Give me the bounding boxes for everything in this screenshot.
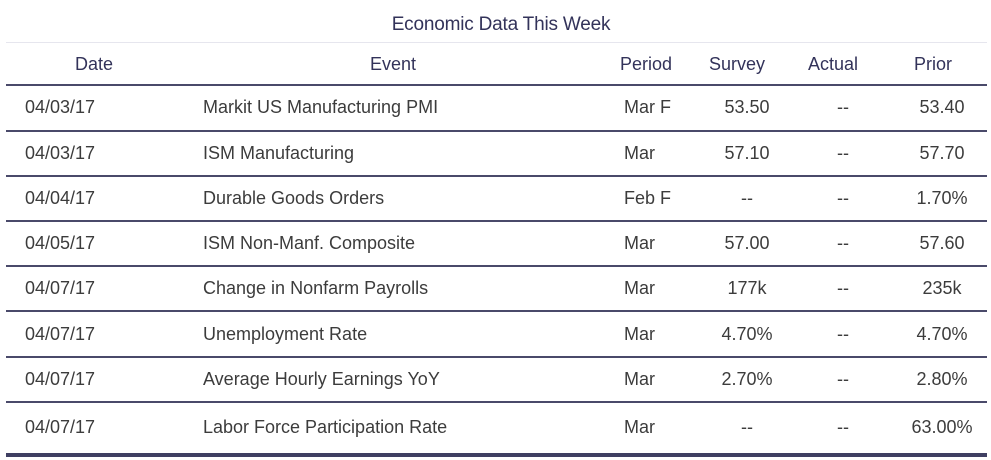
row-divider xyxy=(6,265,987,267)
cell-actual: -- xyxy=(837,369,849,389)
cell-period: Mar xyxy=(624,369,655,389)
cell-prior: 1.70% xyxy=(916,188,968,208)
header-period: Period xyxy=(619,54,673,74)
row-divider xyxy=(6,130,987,132)
title-divider xyxy=(6,42,987,43)
cell-actual: -- xyxy=(837,188,849,208)
table-header-row: Date Event Period Survey Actual Prior xyxy=(6,54,987,84)
cell-prior: 235k xyxy=(922,278,962,298)
header-divider xyxy=(6,84,987,86)
cell-survey: 57.00 xyxy=(724,233,770,253)
cell-event: ISM Manufacturing xyxy=(203,143,355,163)
cell-survey: 57.10 xyxy=(724,143,770,163)
row-divider xyxy=(6,401,987,403)
cell-period: Mar xyxy=(624,417,655,437)
cell-date: 04/03/17 xyxy=(25,97,96,117)
cell-period: Feb F xyxy=(624,188,672,208)
table-bottom-rule xyxy=(6,453,987,457)
cell-date: 04/05/17 xyxy=(25,233,96,253)
cell-actual: -- xyxy=(837,324,849,344)
cell-survey: 2.70% xyxy=(721,369,773,389)
cell-period: Mar xyxy=(624,324,655,344)
cell-actual: -- xyxy=(837,278,849,298)
cell-period: Mar F xyxy=(624,97,671,117)
cell-date: 04/03/17 xyxy=(25,143,96,163)
cell-event: Labor Force Participation Rate xyxy=(203,417,448,437)
cell-event: Change in Nonfarm Payrolls xyxy=(203,278,429,298)
cell-actual: -- xyxy=(837,143,849,163)
row-divider xyxy=(6,220,987,222)
cell-prior: 4.70% xyxy=(916,324,968,344)
table-title: Economic Data This Week xyxy=(391,14,611,35)
cell-event: Unemployment Rate xyxy=(203,324,368,344)
cell-actual: -- xyxy=(837,233,849,253)
cell-survey: 4.70% xyxy=(721,324,773,344)
header-survey: Survey xyxy=(708,54,766,74)
cell-survey: -- xyxy=(741,417,753,437)
economic-data-table: Economic Data This Week Date Event Perio… xyxy=(6,0,987,460)
cell-period: Mar xyxy=(624,233,655,253)
cell-prior: 63.00% xyxy=(911,417,973,437)
cell-prior: 53.40 xyxy=(919,97,965,117)
cell-date: 04/04/17 xyxy=(25,188,96,208)
header-date: Date xyxy=(74,54,114,74)
cell-date: 04/07/17 xyxy=(25,278,96,298)
cell-survey: 53.50 xyxy=(724,97,770,117)
row-divider xyxy=(6,356,987,358)
cell-prior: 57.70 xyxy=(919,143,965,163)
cell-prior: 57.60 xyxy=(919,233,965,253)
header-event: Event xyxy=(369,54,417,74)
cell-event: Average Hourly Earnings YoY xyxy=(203,369,440,389)
cell-prior: 2.80% xyxy=(916,369,968,389)
header-actual: Actual xyxy=(807,54,859,74)
cell-event: Durable Goods Orders xyxy=(203,188,385,208)
header-prior: Prior xyxy=(913,54,953,74)
cell-event: Markit US Manufacturing PMI xyxy=(203,97,439,117)
row-divider xyxy=(6,310,987,312)
cell-date: 04/07/17 xyxy=(25,369,96,389)
row-divider xyxy=(6,175,987,177)
cell-event: ISM Non-Manf. Composite xyxy=(203,233,416,253)
cell-period: Mar xyxy=(624,278,655,298)
cell-actual: -- xyxy=(837,417,849,437)
cell-actual: -- xyxy=(837,97,849,117)
cell-date: 04/07/17 xyxy=(25,417,96,437)
cell-period: Mar xyxy=(624,143,655,163)
cell-survey: 177k xyxy=(727,278,767,298)
cell-survey: -- xyxy=(741,188,753,208)
cell-date: 04/07/17 xyxy=(25,324,96,344)
